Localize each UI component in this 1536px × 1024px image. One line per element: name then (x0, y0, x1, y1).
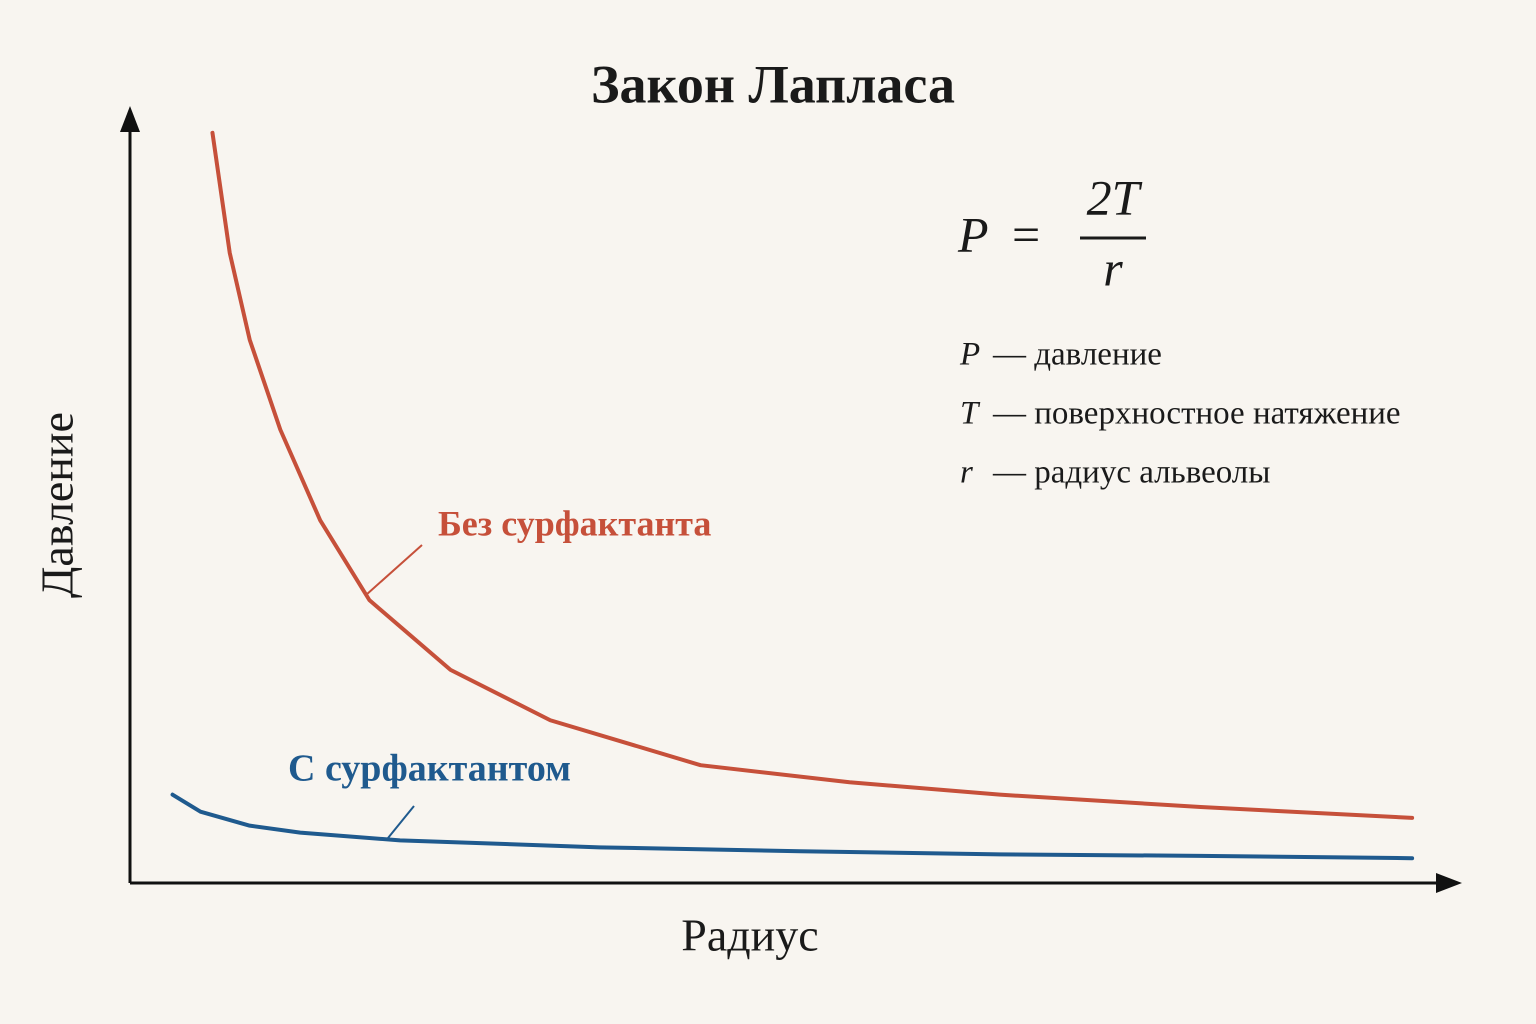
chart-title: Закон Лапласа (591, 54, 955, 114)
definition-symbol: P (959, 337, 980, 373)
formula-denominator: r (1103, 240, 1123, 296)
leader-line (387, 805, 415, 839)
series-label: Без сурфактанта (438, 503, 711, 543)
series-line (170, 792, 1415, 861)
x-axis-label: Радиус (681, 910, 818, 961)
y-axis-label: Давление (32, 412, 83, 598)
y-axis-arrow (120, 106, 140, 132)
formula-lhs: P (957, 206, 989, 262)
definition-symbol: T (960, 396, 981, 432)
series-line (210, 130, 1415, 820)
definition-symbol: r (960, 455, 973, 491)
series-label: С сурфактантом (288, 748, 571, 790)
definition-text: — давление (992, 337, 1162, 373)
definitions: P — давление T — поверхностное натяжение r — … (959, 337, 1401, 491)
formula-numerator: 2T (1087, 169, 1143, 225)
formula: P = 2T r (957, 169, 1146, 296)
x-axis-arrow (1436, 873, 1462, 893)
definition-text: — поверхностное натяжение (992, 396, 1401, 432)
definition-text: — радиус альвеолы (992, 455, 1270, 491)
formula-equals: = (1012, 206, 1040, 262)
leader-line (365, 544, 423, 596)
